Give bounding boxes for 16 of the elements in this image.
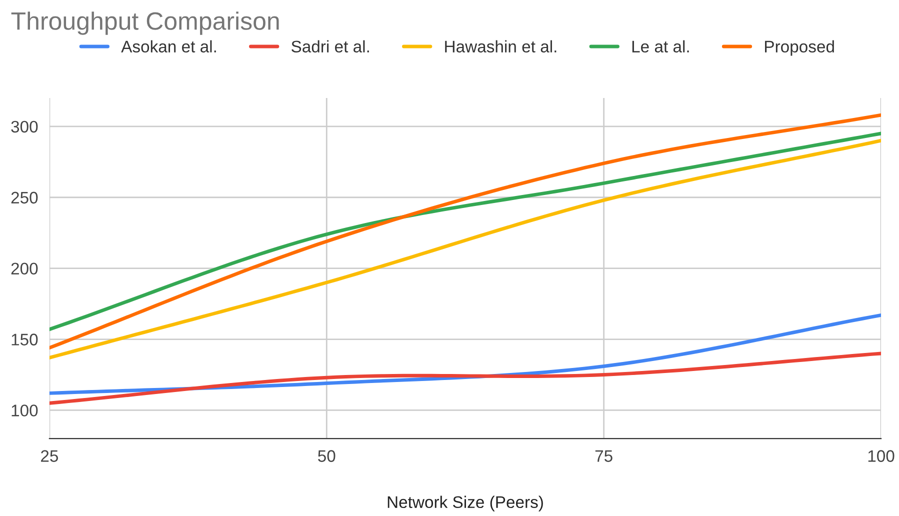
y-tick-label: 300 (11, 120, 38, 133)
x-tick-label: 75 (595, 450, 612, 462)
y-tick-label: 200 (11, 262, 38, 275)
legend-label: Asokan et al. (121, 40, 216, 52)
y-tick-label: 100 (12, 404, 38, 416)
x-axis-title: Network Size (Peers) (388, 496, 543, 512)
x-tick-label: 100 (868, 450, 894, 462)
x-tick-label: 50 (318, 450, 336, 462)
y-tick-label: 150 (12, 334, 38, 346)
chart-title: Throughput Comparison (11, 12, 279, 35)
legend-label: Sadri et al. (292, 40, 369, 52)
legend-label: Proposed (765, 40, 834, 56)
y-tick-label: 250 (11, 192, 38, 204)
x-tick-label: 25 (41, 450, 58, 462)
legend-label: Hawashin et al. (445, 40, 556, 52)
legend-label: Le at al. (632, 40, 689, 52)
